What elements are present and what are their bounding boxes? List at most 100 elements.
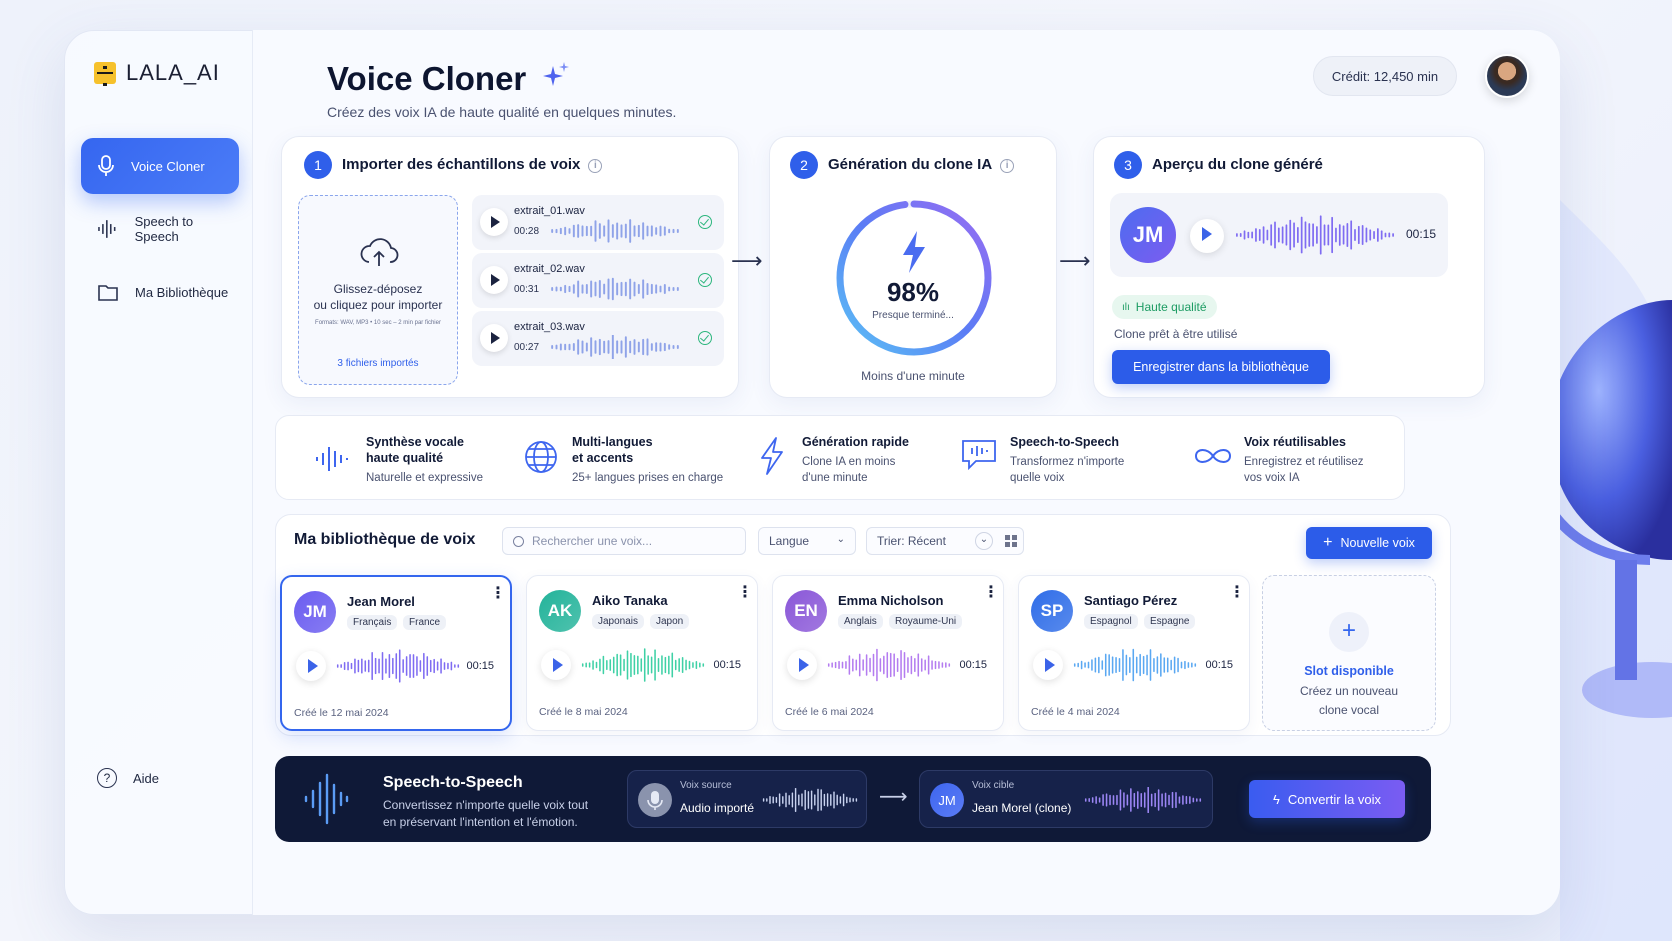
waveform xyxy=(762,787,858,813)
step-title: Génération du clone IA i xyxy=(828,156,1015,173)
voice-name: Jean Morel xyxy=(347,594,415,609)
country-tag: Espagne xyxy=(1144,614,1196,629)
play-button[interactable] xyxy=(480,324,508,352)
target-voice-box[interactable]: JM Voix cible Jean Morel (clone) xyxy=(919,770,1213,828)
help-icon: ? xyxy=(97,768,117,788)
voice-duration: 00:15 xyxy=(959,659,987,671)
file-time: 00:28 xyxy=(514,226,540,237)
sidebar: LALA_AI Voice Cloner Speech to Speech Ma… xyxy=(64,30,252,915)
logo-icon xyxy=(94,62,116,86)
voice-card[interactable]: AK Aiko Tanaka Japonais Japon ⋮ 00:15 Créé le … xyxy=(526,575,758,731)
sts-desc: Convertissez n'importe quelle voix tout xyxy=(383,798,589,812)
mic-icon xyxy=(98,155,114,176)
country-tag: Japon xyxy=(650,614,690,629)
speech-bubble-icon xyxy=(962,440,996,471)
sidebar-item-voice-cloner[interactable]: Voice Cloner xyxy=(81,138,239,194)
play-button[interactable] xyxy=(541,650,571,680)
waveform xyxy=(1236,215,1394,255)
play-button[interactable] xyxy=(296,651,326,681)
voice-card[interactable]: EN Emma Nicholson Anglais Royaume-Uni ⋮ 00:15… xyxy=(772,575,1004,731)
waveform-icon: ılı xyxy=(1122,301,1130,313)
waveform xyxy=(1084,787,1202,813)
feature-sub: Transformez n'importe xyxy=(1010,456,1125,468)
waveform-icon xyxy=(304,773,349,825)
user-avatar[interactable] xyxy=(1485,54,1529,98)
source-voice-box[interactable]: Voix source Audio importé xyxy=(627,770,867,828)
voice-created-date: Créé le 6 mai 2024 xyxy=(785,706,874,718)
file-row: extrait_01.wav 00:28 xyxy=(472,195,724,250)
more-options-icon[interactable]: ⋮ xyxy=(983,584,999,601)
more-options-icon[interactable]: ⋮ xyxy=(490,585,506,602)
country-tag: Royaume-Uni xyxy=(889,614,963,629)
save-library-button[interactable]: Enregistrer dans la bibliothèque xyxy=(1112,350,1330,384)
sort-select-label: Trier: Récent xyxy=(877,534,946,548)
voice-duration: 00:15 xyxy=(1205,659,1233,671)
page-title-text: Voice Cloner xyxy=(327,60,527,97)
more-options-icon[interactable]: ⋮ xyxy=(1229,584,1245,601)
empty-slot[interactable]: + Slot disponible Créez un nouveau clone… xyxy=(1262,575,1436,731)
feature-title: Speech-to-Speech xyxy=(1010,435,1120,449)
voice-card[interactable]: SP Santiago Pérez Espagnol Espagne ⋮ 00:15 Cré… xyxy=(1018,575,1250,731)
voice-avatar: EN xyxy=(785,590,827,632)
page-title: Voice Cloner xyxy=(327,60,571,98)
convert-voice-button[interactable]: ϟ Convertir la voix xyxy=(1249,780,1405,818)
new-voice-button[interactable]: + Nouvelle voix xyxy=(1306,527,1432,559)
voice-created-date: Créé le 4 mai 2024 xyxy=(1031,706,1120,718)
sidebar-item-library[interactable]: Ma Bibliothèque xyxy=(81,264,239,320)
sidebar-item-speech-to-speech[interactable]: Speech to Speech xyxy=(81,201,239,257)
language-select[interactable]: Langue ⌄ xyxy=(758,527,856,555)
page-subtitle: Créez des voix IA de haute qualité en qu… xyxy=(327,104,677,120)
voice-card[interactable]: JM Jean Morel Français France ⋮ 00:15 Créé le … xyxy=(280,575,512,731)
upload-dropzone[interactable]: Glissez-déposez ou cliquez pour importer… xyxy=(298,195,458,385)
waveform xyxy=(551,277,679,301)
check-icon xyxy=(698,331,712,345)
feature-sub: 25+ langues prises en charge xyxy=(572,472,724,484)
voice-duration: 00:15 xyxy=(466,660,494,672)
play-button[interactable] xyxy=(480,208,508,236)
info-icon[interactable]: i xyxy=(588,159,603,173)
voice-created-date: Créé le 12 mai 2024 xyxy=(294,707,389,719)
target-value: Jean Morel (clone) xyxy=(972,801,1072,815)
feature-sub: vos voix IA xyxy=(1244,472,1300,484)
waveform xyxy=(336,649,460,683)
target-label: Voix cible xyxy=(972,780,1015,791)
arrow-right-icon: ⟶ xyxy=(731,248,763,273)
waveform-icon xyxy=(98,220,116,238)
waveform-icon xyxy=(316,447,348,471)
feature-title: Multi-langues xyxy=(572,435,653,449)
preview-duration: 00:15 xyxy=(1405,227,1436,241)
dropzone-line1: Glissez-déposez xyxy=(333,282,423,296)
progress-percent: 98% xyxy=(886,277,940,307)
more-options-icon[interactable]: ⋮ xyxy=(737,584,753,601)
voice-avatar: AK xyxy=(539,590,581,632)
file-row: extrait_02.wav 00:31 xyxy=(472,253,724,308)
preview-player: JM 00:15 xyxy=(1110,193,1448,277)
quality-badge: ılı Haute qualité xyxy=(1112,295,1217,319)
feature-sub: Enregistrez et réutilisez xyxy=(1244,456,1364,468)
voice-avatar: JM xyxy=(294,591,336,633)
plus-icon: + xyxy=(1329,612,1369,652)
search-input[interactable]: Rechercher une voix... xyxy=(502,527,746,555)
chevron-down-icon: ⌄ xyxy=(836,534,845,545)
file-name: extrait_01.wav xyxy=(514,205,585,217)
play-button[interactable] xyxy=(787,650,817,680)
grid-view-icon[interactable] xyxy=(1005,535,1017,547)
step-number: 3 xyxy=(1114,151,1142,179)
target-avatar: JM xyxy=(930,783,964,817)
file-time: 00:27 xyxy=(514,342,540,353)
convert-label: Convertir la voix xyxy=(1287,791,1382,807)
voice-name: Santiago Pérez xyxy=(1084,593,1178,608)
main-panel: Voice Cloner Créez des voix IA de haute … xyxy=(252,30,1560,915)
sidebar-item-help[interactable]: ? Aide xyxy=(81,750,239,806)
file-name: extrait_02.wav xyxy=(514,263,585,275)
feature-sub: quelle voix xyxy=(1010,472,1065,484)
check-icon xyxy=(698,273,712,287)
progress-ring xyxy=(836,200,992,356)
info-icon[interactable]: i xyxy=(1000,159,1015,173)
play-button[interactable] xyxy=(1190,219,1224,253)
cloud-upload-icon xyxy=(360,238,399,266)
sort-select[interactable]: Trier: Récent ⌄ xyxy=(866,527,1024,555)
play-button[interactable] xyxy=(1033,650,1063,680)
step-title: Importer des échantillons de voix i xyxy=(342,156,603,173)
play-button[interactable] xyxy=(480,266,508,294)
